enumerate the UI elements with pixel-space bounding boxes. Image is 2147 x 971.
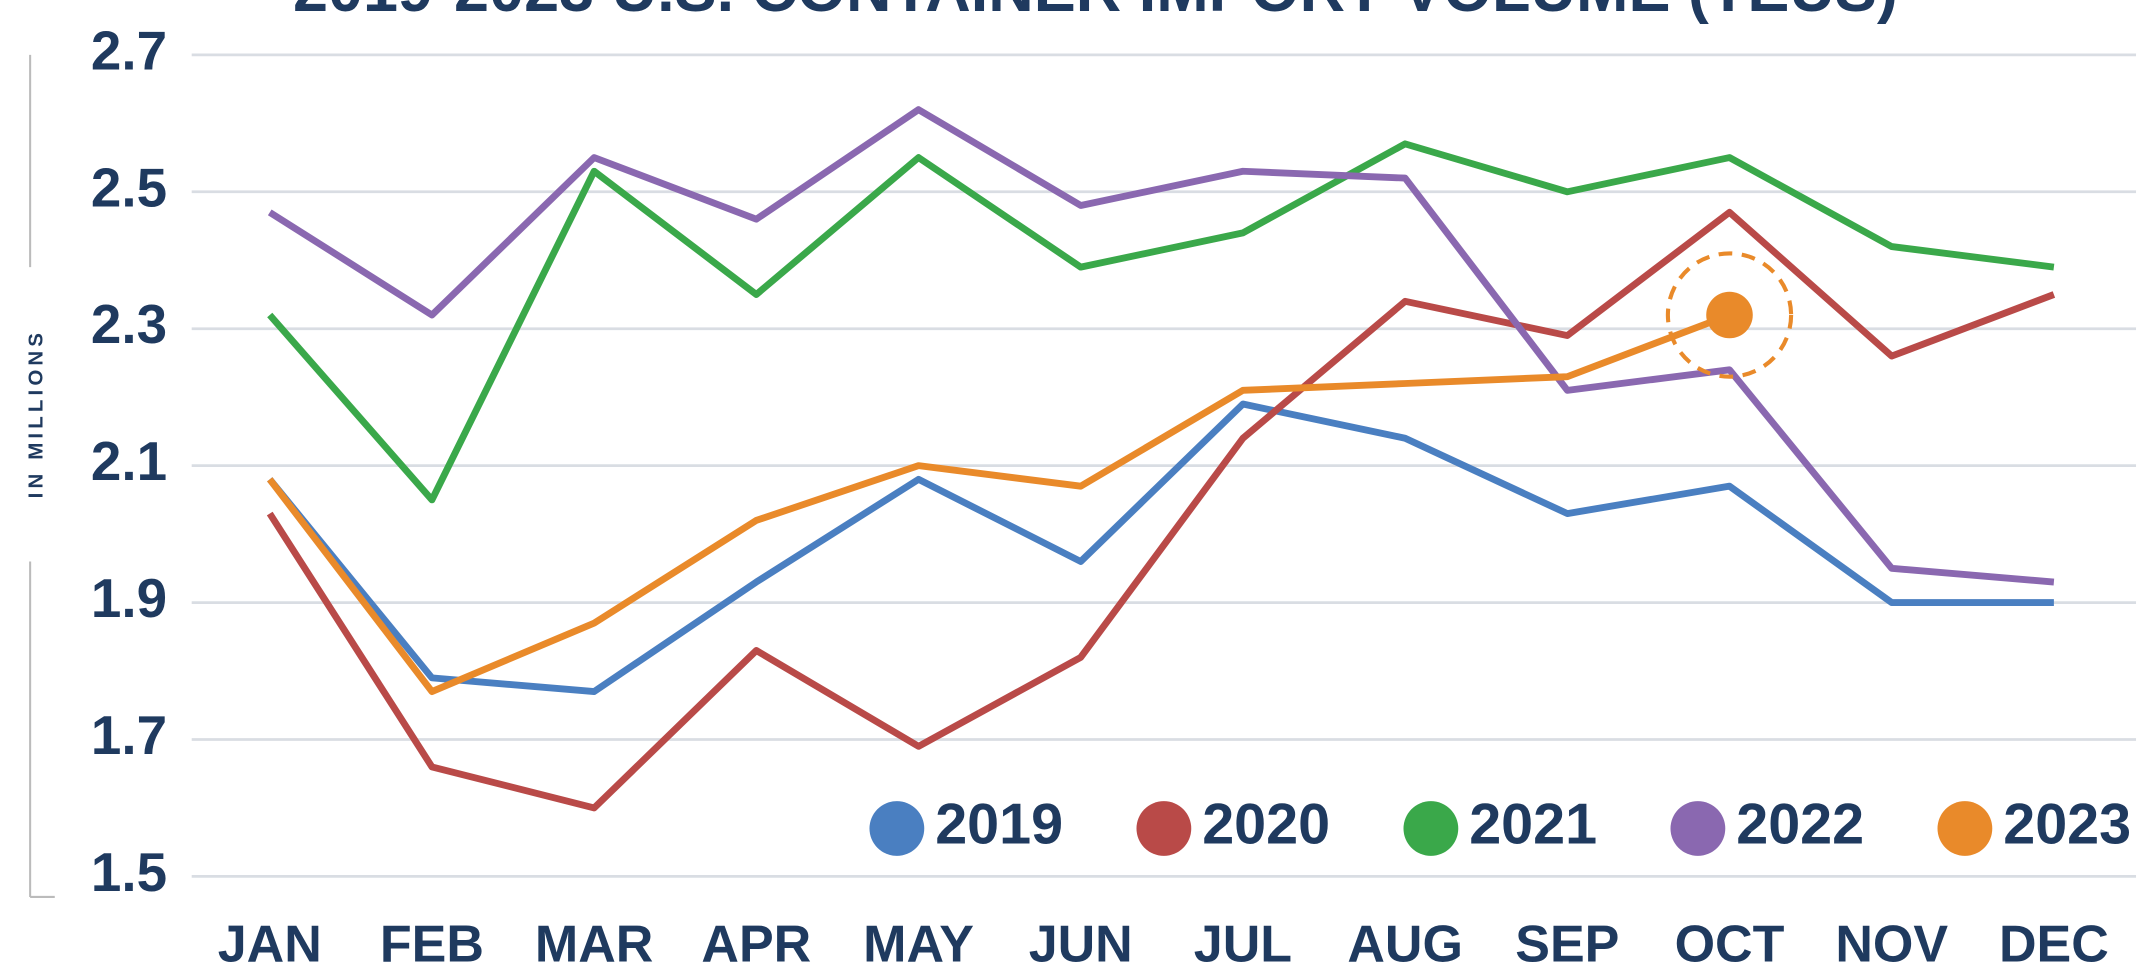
y-tick-label: 2.5 xyxy=(91,156,167,218)
series-line xyxy=(266,208,2056,812)
y-tick-label: 2.3 xyxy=(91,293,167,355)
legend-swatch xyxy=(1136,801,1192,856)
series-line xyxy=(267,311,1731,695)
legend-swatch xyxy=(1937,801,1993,856)
legend-label: 2022 xyxy=(1736,793,1864,857)
x-tick-label: APR xyxy=(701,915,811,971)
series-line xyxy=(267,400,2054,695)
series-line xyxy=(267,106,2055,586)
chart-title: 2019-2023 U.S. CONTAINER IMPORT VOLUME (… xyxy=(293,0,1898,25)
x-tick-label: JUN xyxy=(1029,915,1133,971)
y-tick-label: 1.5 xyxy=(91,841,167,903)
legend-label: 2021 xyxy=(1469,793,1597,857)
y-tick-label: 2.1 xyxy=(91,430,167,492)
y-tick-label: 1.7 xyxy=(91,704,167,766)
x-tick-label: MAR xyxy=(535,915,653,971)
x-tick-label: SEP xyxy=(1515,915,1619,971)
x-tick-label: JUL xyxy=(1194,915,1292,971)
series-line xyxy=(267,140,2055,504)
highlight-point xyxy=(1706,291,1753,339)
y-tick-label: 1.9 xyxy=(91,567,167,629)
legend-swatch xyxy=(1403,801,1459,856)
x-tick-label: JAN xyxy=(218,915,322,971)
x-tick-label: DEC xyxy=(1999,915,2109,971)
x-tick-label: MAY xyxy=(863,915,974,971)
legend-swatch xyxy=(869,801,925,856)
x-tick-label: NOV xyxy=(1835,915,1948,971)
y-axis-label: IN MILLIONS xyxy=(24,329,47,498)
x-tick-label: AUG xyxy=(1347,915,1463,971)
highlight-ring xyxy=(1665,251,1794,379)
legend-label: 2020 xyxy=(1202,793,1330,857)
x-tick-label: OCT xyxy=(1675,915,1785,971)
legend-label: 2023 xyxy=(2003,793,2131,857)
y-tick-label: 2.7 xyxy=(91,19,167,81)
legend-swatch xyxy=(1670,801,1726,856)
legend-label: 2019 xyxy=(935,793,1063,857)
x-tick-label: FEB xyxy=(380,915,484,971)
